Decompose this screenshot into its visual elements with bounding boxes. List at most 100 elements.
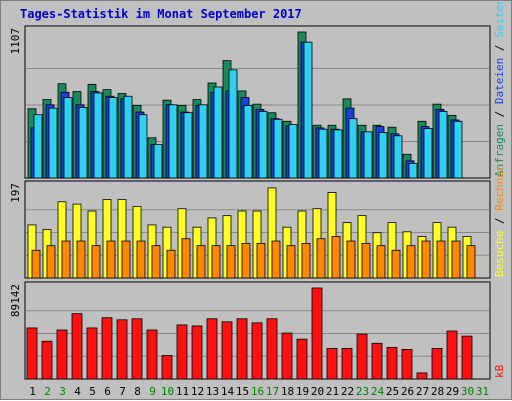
bar-kb-day-7 (116, 319, 128, 380)
day-label-17: 17 (266, 385, 279, 398)
bar-kb-day-9 (146, 329, 158, 380)
bar-rechner-day-19 (301, 242, 311, 279)
bar-kb-day-12 (191, 325, 203, 380)
legend-item-anfragen: Anfragen (493, 124, 506, 177)
y-max-label-hits: 1107 (9, 28, 22, 55)
bar-kb-day-10 (161, 355, 173, 380)
day-label-14: 14 (221, 385, 235, 398)
bar-kb-day-23 (356, 333, 368, 380)
bar-seiten-day-7 (123, 95, 133, 179)
chart-title: Tages-Statistik im Monat September 2017 (20, 7, 302, 21)
bar-kb-day-27 (416, 372, 428, 380)
bar-seiten-day-3 (63, 97, 73, 179)
bar-seiten-day-5 (93, 92, 103, 179)
bar-kb-day-14 (221, 321, 233, 380)
bar-rechner-day-7 (121, 240, 131, 279)
bar-rechner-day-16 (256, 242, 266, 279)
bar-seiten-day-25 (393, 135, 403, 179)
bar-rechner-day-26 (406, 245, 416, 279)
bar-rechner-day-8 (136, 240, 146, 279)
bar-seiten-day-29 (453, 120, 463, 179)
bar-rechner-day-3 (61, 240, 71, 279)
bar-seiten-day-2 (48, 107, 58, 179)
bar-rechner-day-25 (391, 249, 401, 279)
day-label-20: 20 (311, 385, 324, 398)
bar-seiten-day-6 (108, 97, 118, 179)
bar-kb-day-16 (251, 322, 263, 380)
day-label-9: 9 (149, 385, 156, 398)
legend-item-rechner: Rechner (493, 164, 506, 211)
bar-rechner-day-2 (46, 245, 56, 279)
bar-seiten-day-28 (438, 110, 448, 179)
bar-seiten-day-17 (273, 118, 283, 179)
day-label-12: 12 (191, 385, 204, 398)
day-label-27: 27 (416, 385, 429, 398)
bar-seiten-day-19 (303, 41, 313, 179)
bar-kb-day-17 (266, 318, 278, 380)
bar-seiten-day-12 (198, 104, 208, 179)
bar-kb-day-29 (446, 330, 458, 380)
day-label-19: 19 (296, 385, 309, 398)
bar-kb-day-8 (131, 318, 143, 380)
day-label-4: 4 (74, 385, 81, 398)
day-label-15: 15 (236, 385, 249, 398)
day-label-24: 24 (371, 385, 385, 398)
bar-kb-day-18 (281, 332, 293, 380)
legend-item-kb: kB (493, 364, 506, 378)
bar-kb-day-15 (236, 318, 248, 380)
bar-rechner-day-28 (436, 240, 446, 279)
bar-seiten-day-26 (408, 163, 418, 179)
bar-kb-day-28 (431, 347, 443, 380)
day-label-5: 5 (89, 385, 96, 398)
bar-rechner-day-24 (376, 245, 386, 279)
day-label-18: 18 (281, 385, 294, 398)
bar-kb-day-22 (341, 347, 353, 380)
bar-rechner-day-5 (91, 245, 101, 279)
bar-rechner-day-21 (331, 236, 341, 279)
day-label-22: 22 (341, 385, 354, 398)
day-label-7: 7 (119, 385, 126, 398)
bar-seiten-day-13 (213, 86, 223, 179)
bar-rechner-day-13 (211, 245, 221, 279)
day-label-6: 6 (104, 385, 111, 398)
bar-seiten-day-8 (138, 114, 148, 179)
bar-rechner-day-14 (226, 245, 236, 279)
bar-rechner-day-10 (166, 249, 176, 279)
day-label-28: 28 (431, 385, 444, 398)
bar-kb-day-20 (311, 287, 323, 380)
bar-kb-day-25 (386, 346, 398, 380)
bar-seiten-day-4 (78, 107, 88, 179)
legend-item-seiten: Seiten (493, 1, 506, 38)
day-label-8: 8 (134, 385, 141, 398)
bar-rechner-day-9 (151, 245, 161, 279)
day-label-30: 30 (461, 385, 474, 398)
bar-kb-day-3 (56, 329, 68, 380)
legend-hits: Anfragen / Dateien / Seiten (493, 1, 506, 177)
day-label-11: 11 (176, 385, 189, 398)
bar-rechner-day-30 (466, 245, 476, 279)
bar-kb-day-1 (26, 327, 38, 380)
day-label-10: 10 (161, 385, 174, 398)
bar-kb-day-11 (176, 324, 188, 380)
legend-item-dateien: Dateien (493, 58, 506, 104)
day-label-25: 25 (386, 385, 399, 398)
bar-seiten-day-27 (423, 128, 433, 179)
bar-seiten-day-22 (348, 118, 358, 179)
legend-separator: / (493, 38, 506, 58)
bar-kb-day-2 (41, 340, 53, 380)
bar-kb-day-21 (326, 347, 338, 380)
day-label-31: 31 (476, 385, 489, 398)
bar-kb-day-19 (296, 338, 308, 380)
bar-seiten-day-10 (168, 104, 178, 179)
bar-rechner-day-6 (106, 240, 116, 279)
day-label-1: 1 (29, 385, 36, 398)
bar-seiten-day-21 (333, 129, 343, 179)
bar-seiten-day-11 (183, 112, 193, 179)
bar-kb-day-5 (86, 327, 98, 380)
bar-rechner-day-17 (271, 240, 281, 279)
day-label-16: 16 (251, 385, 264, 398)
bar-rechner-day-1 (31, 249, 41, 279)
bar-kb-day-26 (401, 348, 413, 380)
